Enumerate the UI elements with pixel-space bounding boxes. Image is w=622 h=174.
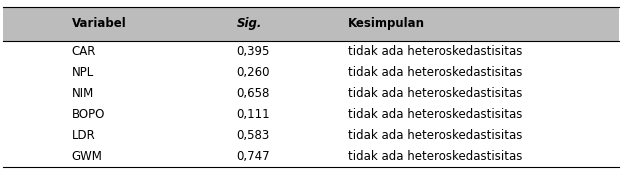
Text: NIM: NIM — [72, 87, 94, 100]
Text: tidak ada heteroskedastisitas: tidak ada heteroskedastisitas — [348, 108, 522, 121]
Bar — [3, 104, 619, 125]
Bar — [3, 83, 619, 104]
Text: BOPO: BOPO — [72, 108, 105, 121]
Text: 0,395: 0,395 — [236, 45, 270, 58]
Text: GWM: GWM — [72, 150, 103, 163]
Text: 0,583: 0,583 — [236, 129, 269, 142]
Text: tidak ada heteroskedastisitas: tidak ada heteroskedastisitas — [348, 66, 522, 79]
Text: Sig.: Sig. — [236, 17, 262, 30]
Text: Variabel: Variabel — [72, 17, 126, 30]
Text: tidak ada heteroskedastisitas: tidak ada heteroskedastisitas — [348, 87, 522, 100]
Text: 0,747: 0,747 — [236, 150, 270, 163]
Text: Kesimpulan: Kesimpulan — [348, 17, 425, 30]
Text: 0,260: 0,260 — [236, 66, 270, 79]
Text: CAR: CAR — [72, 45, 96, 58]
Text: NPL: NPL — [72, 66, 94, 79]
Bar — [3, 62, 619, 83]
Bar — [3, 125, 619, 146]
Text: 0,658: 0,658 — [236, 87, 270, 100]
Text: tidak ada heteroskedastisitas: tidak ada heteroskedastisitas — [348, 45, 522, 58]
Text: tidak ada heteroskedastisitas: tidak ada heteroskedastisitas — [348, 150, 522, 163]
Text: 0,111: 0,111 — [236, 108, 270, 121]
Text: tidak ada heteroskedastisitas: tidak ada heteroskedastisitas — [348, 129, 522, 142]
Bar — [3, 41, 619, 62]
Bar — [3, 7, 619, 41]
Bar — [3, 146, 619, 167]
Text: LDR: LDR — [72, 129, 95, 142]
